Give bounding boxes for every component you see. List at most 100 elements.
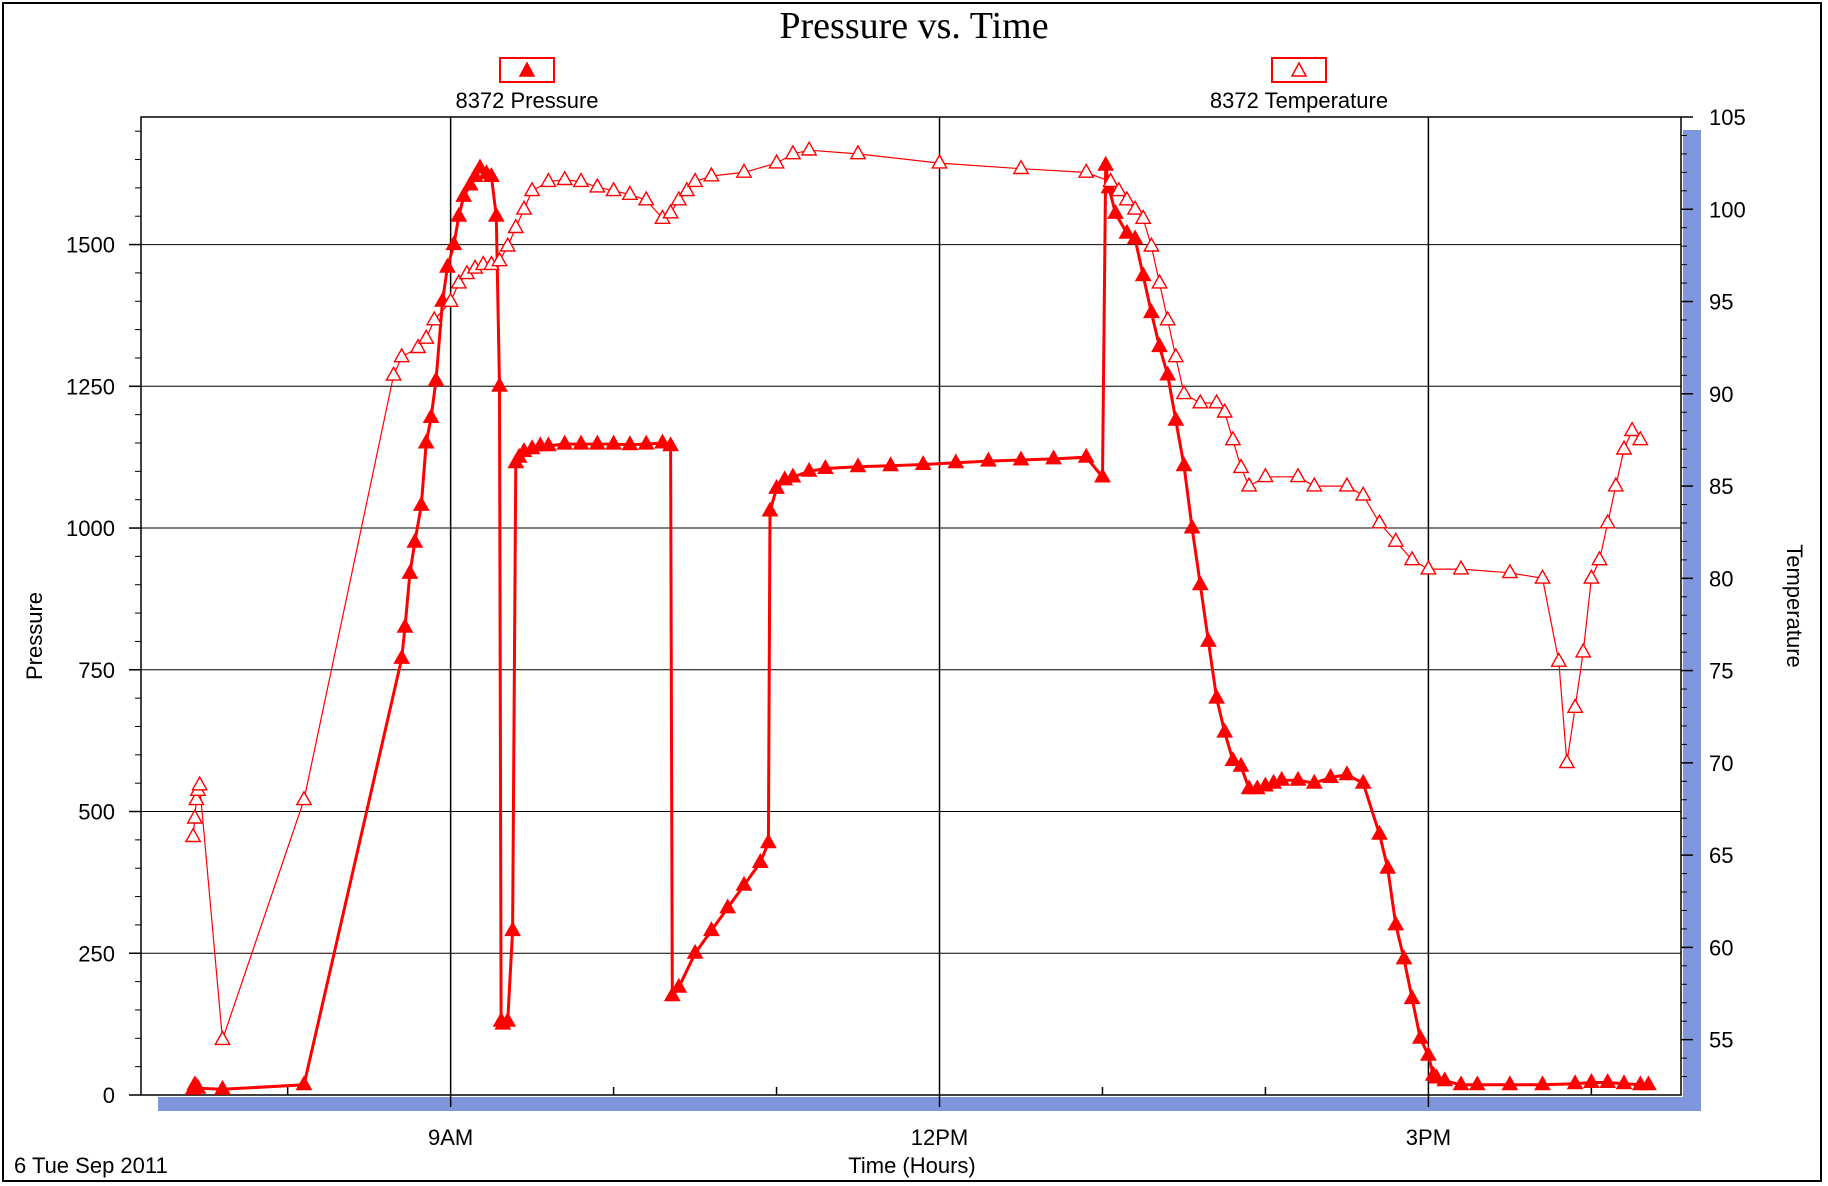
temperature-point	[588, 177, 606, 193]
pressure-point	[406, 532, 424, 548]
x-tick-label: 9AM	[428, 1125, 473, 1150]
pressure-point	[1371, 824, 1388, 840]
right-axis-band	[1683, 130, 1701, 1098]
pressure-point	[1151, 337, 1168, 353]
y-tick-label: 500	[78, 800, 115, 825]
y-axis-label: Pressure	[22, 592, 47, 680]
pressure-point	[605, 434, 622, 450]
pressure-point	[1420, 1045, 1437, 1061]
pressure-point	[1452, 1075, 1470, 1091]
y-tick-label: 1250	[66, 374, 115, 399]
legend-label-temperature: 8372 Temperature	[1210, 88, 1388, 113]
temperature-point	[491, 251, 508, 267]
temperature-point	[556, 170, 574, 186]
temperature-point	[499, 236, 517, 252]
temperature-point	[1077, 162, 1095, 178]
pressure-point	[663, 986, 681, 1002]
pressure-axis: 0 250 500 750 1000 1250 1500	[66, 130, 141, 1108]
pressure-point	[1183, 518, 1201, 534]
pressure-point	[882, 456, 899, 472]
temperature-point	[1387, 531, 1405, 547]
chart-title: Pressure vs. Time	[779, 5, 1048, 47]
legend-label-pressure: 8372 Pressure	[455, 88, 598, 113]
pressure-point	[1118, 223, 1136, 239]
temperature-point	[678, 181, 696, 197]
temperature-point	[637, 190, 655, 206]
temperature-point	[1615, 439, 1633, 455]
pressure-point	[637, 434, 655, 450]
legend-item-pressure[interactable]: 8372 Pressure	[455, 57, 599, 113]
temperature-point	[191, 775, 209, 791]
pressure-point	[412, 495, 430, 511]
pressure-point	[1134, 266, 1152, 282]
x-axis-label: Time (Hours)	[848, 1153, 976, 1178]
pressure-point	[1232, 756, 1250, 772]
series-layer	[184, 140, 1657, 1095]
time-axis: 9AM 12PM 3PM	[286, 1087, 1593, 1150]
pressure-point	[1289, 770, 1307, 786]
y2-tick-label: 85	[1709, 474, 1733, 499]
y-tick-label: 250	[78, 941, 115, 966]
pressure-point	[1615, 1074, 1633, 1090]
pressure-point	[784, 467, 802, 483]
pressure-point	[214, 1079, 231, 1095]
filled-triangle-icon	[518, 61, 536, 77]
pressure-point	[1338, 765, 1356, 781]
temperature-point	[1566, 698, 1584, 713]
pressure-point	[427, 371, 445, 387]
pressure-point	[760, 833, 777, 849]
pressure-point	[487, 206, 505, 222]
pressure-point	[1191, 575, 1209, 591]
y2-tick-label: 90	[1709, 382, 1733, 407]
pressure-point	[980, 451, 997, 467]
pressure-point	[417, 433, 435, 449]
bottom-axis-band	[158, 1097, 1701, 1111]
legend-swatch-temperature	[1271, 57, 1327, 83]
pressure-point	[849, 457, 867, 473]
pressure-point	[1167, 410, 1185, 426]
temperature-point	[670, 190, 688, 206]
pressure-point	[817, 459, 834, 474]
temperature-point	[1583, 568, 1600, 584]
temperature-point	[1118, 190, 1136, 206]
temperature-point	[686, 172, 704, 188]
temperature-point	[417, 328, 435, 344]
temperature-point	[1208, 393, 1225, 409]
pressure-point	[947, 453, 965, 469]
pressure-point	[189, 1078, 207, 1094]
pressure-point	[466, 167, 484, 183]
pressure-point	[1094, 467, 1111, 483]
temperature-point	[1403, 550, 1421, 566]
y2-tick-label: 95	[1709, 290, 1733, 315]
temperature-point	[1631, 430, 1649, 446]
pressure-point	[662, 436, 679, 452]
open-triangle-icon	[1290, 61, 1308, 77]
pressure-point	[588, 434, 606, 450]
y-tick-label: 750	[78, 658, 115, 683]
pressure-point	[1012, 450, 1030, 466]
pressure-point	[1501, 1075, 1519, 1091]
y2-tick-label: 70	[1709, 751, 1733, 776]
pressure-point	[1305, 773, 1323, 789]
temperature-point	[1558, 753, 1576, 769]
pressure-point	[768, 478, 785, 494]
pressure-point	[1566, 1074, 1584, 1090]
date-label: 6 Tue Sep 2011	[14, 1153, 168, 1178]
temperature-point	[1305, 476, 1323, 492]
pressure-point	[719, 898, 737, 914]
temperature-point	[450, 273, 468, 289]
temperature-point	[507, 218, 525, 234]
pressure-point	[735, 875, 753, 891]
pressure-point	[401, 563, 419, 579]
y2-axis-label: Temperature	[1782, 544, 1807, 668]
temperature-point	[295, 790, 313, 806]
pressure-point	[483, 167, 500, 183]
pressure-point	[1411, 1028, 1429, 1044]
temperature-point	[1240, 476, 1258, 492]
legend-item-temperature[interactable]: 8372 Temperature	[1210, 57, 1388, 113]
temperature-point	[703, 166, 720, 182]
legend-swatch-pressure	[499, 57, 555, 83]
pressure-point	[1599, 1073, 1617, 1089]
